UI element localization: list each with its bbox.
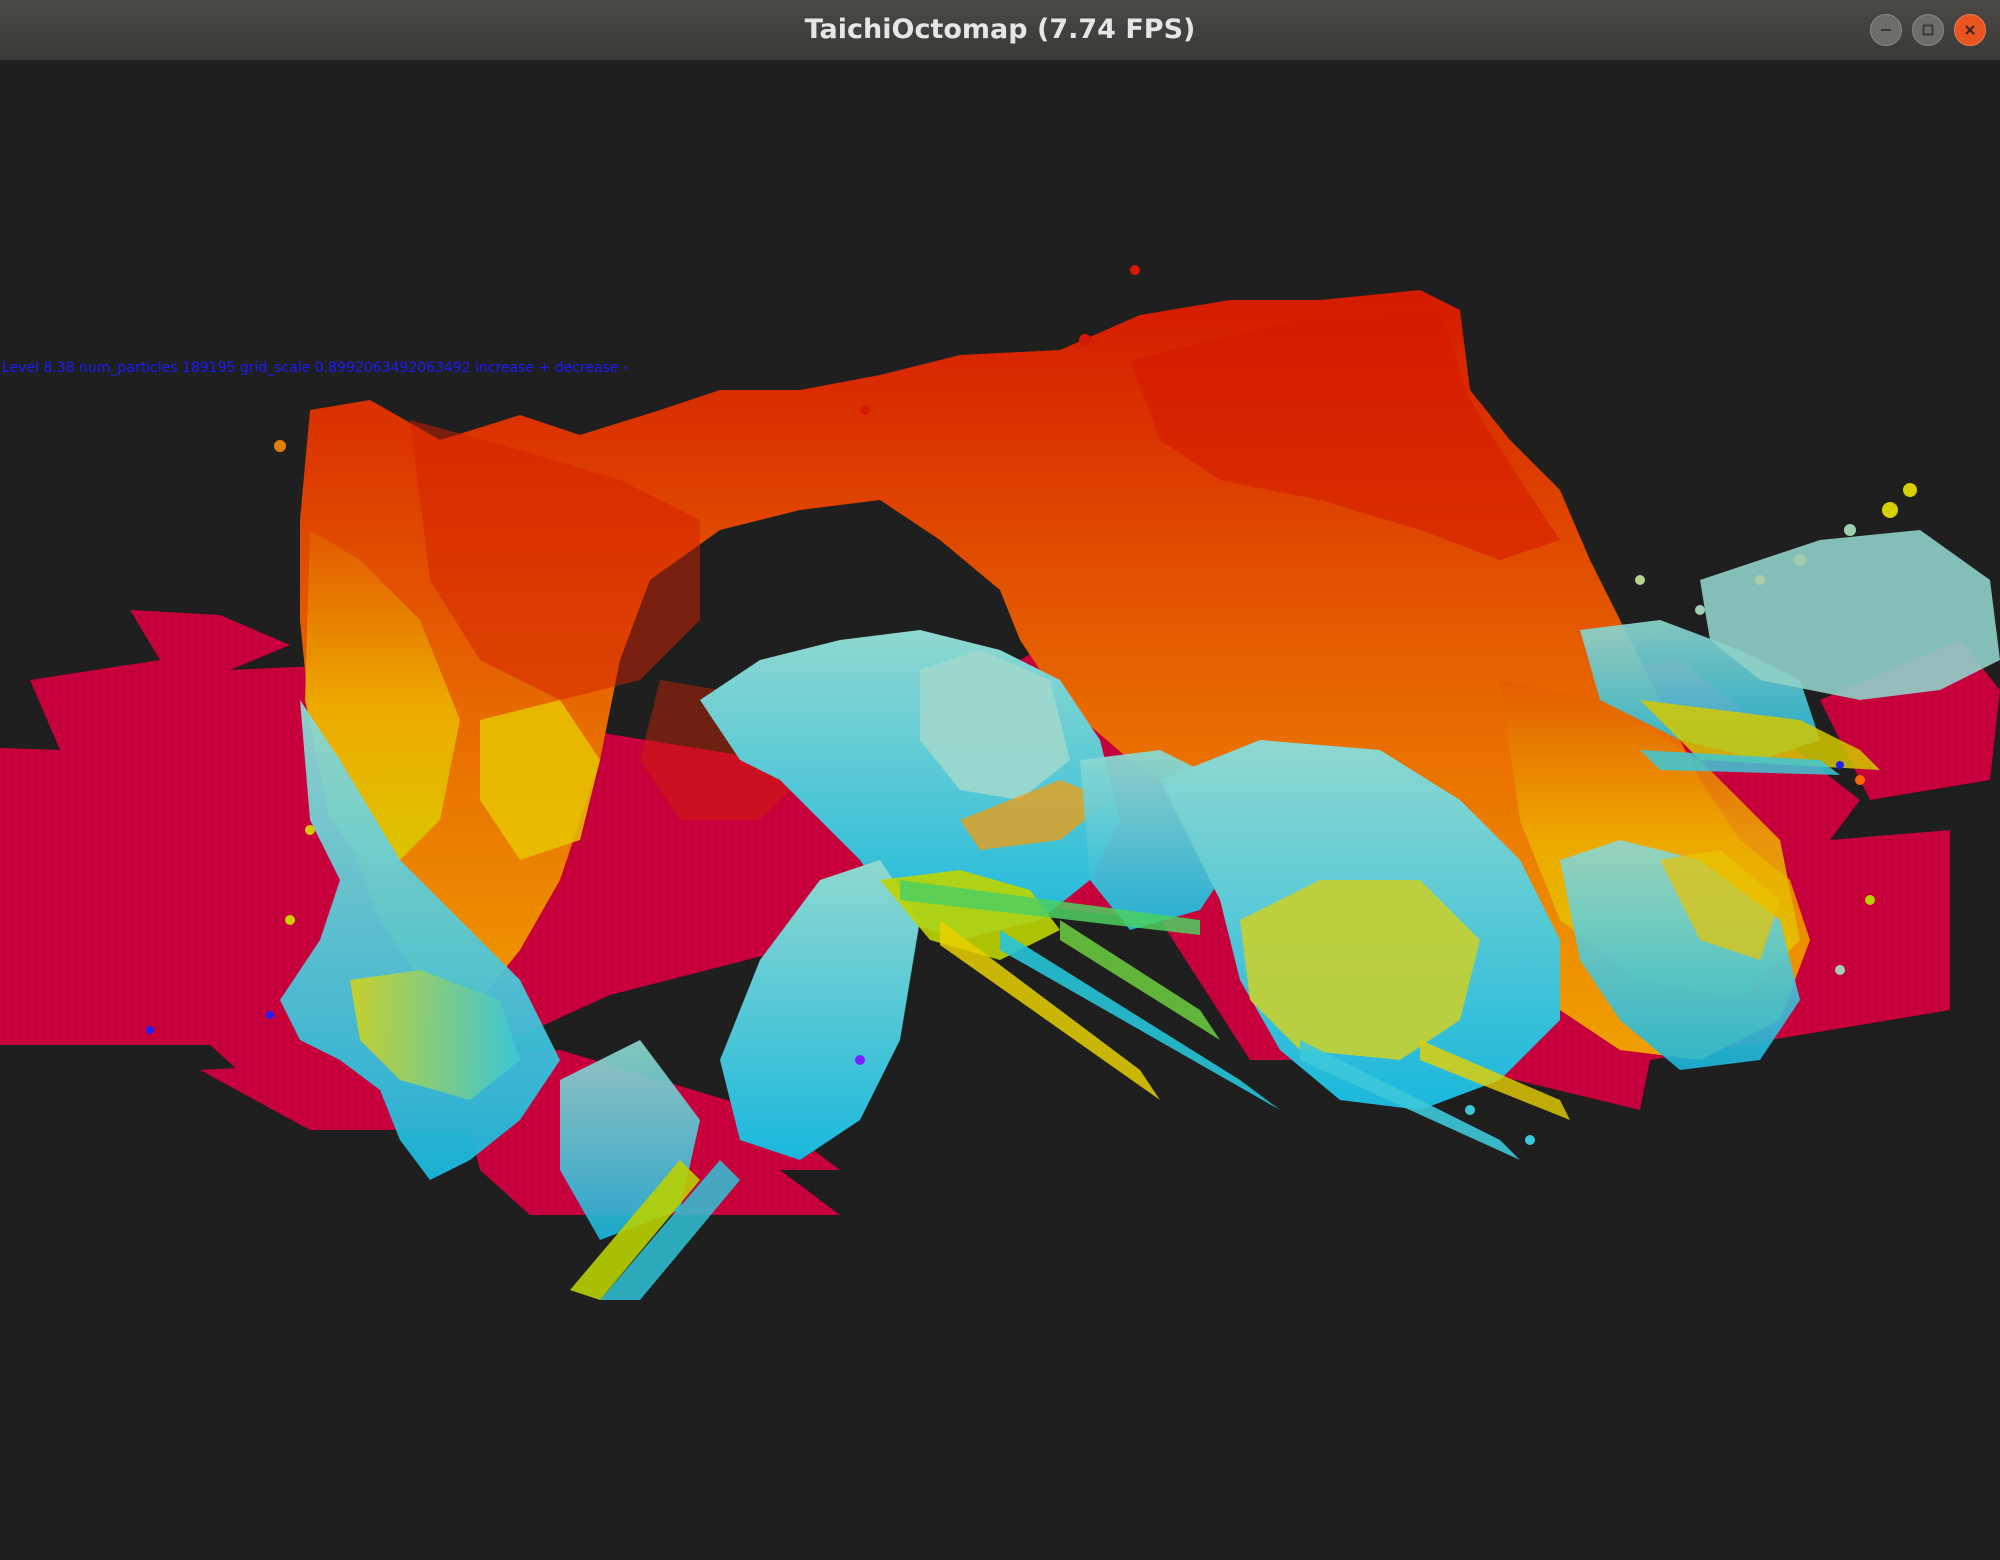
left-cluster <box>280 700 740 1300</box>
close-button[interactable] <box>1954 14 1986 46</box>
maximize-icon <box>1922 24 1934 36</box>
hud-status-text: Level 8.38 num_particles 189195 grid_sca… <box>2 360 629 376</box>
window-controls <box>1870 14 1986 46</box>
maximize-button[interactable] <box>1912 14 1944 46</box>
stray-points <box>146 265 1844 1145</box>
title-bar[interactable]: TaichiOctomap (7.74 FPS) <box>0 0 2000 61</box>
window-title: TaichiOctomap (7.74 FPS) <box>804 14 1196 45</box>
3d-viewport[interactable]: Level 8.38 num_particles 189195 grid_sca… <box>0 60 2000 1560</box>
right-cluster <box>1160 740 1800 1160</box>
octomap-scene <box>0 265 2000 1300</box>
center-structures <box>700 630 1280 1160</box>
minimize-button[interactable] <box>1870 14 1902 46</box>
close-icon <box>1965 25 1975 35</box>
minimize-icon <box>1881 29 1891 31</box>
far-right-points <box>1580 483 2000 975</box>
